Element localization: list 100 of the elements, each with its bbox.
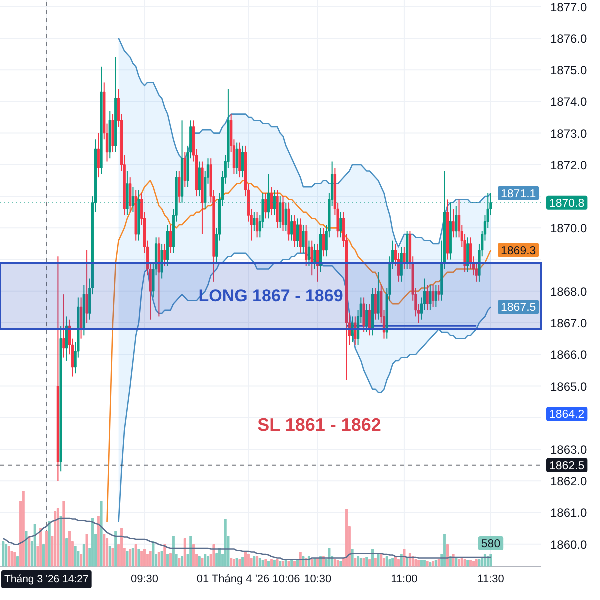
bar [386, 556, 388, 567]
bar [126, 551, 129, 567]
bar [336, 560, 340, 567]
candlestick [198, 161, 201, 198]
annotation: SL 1861 - 1862 [258, 415, 382, 435]
y-tick-label: 1861.0 [550, 506, 588, 520]
bar [340, 561, 342, 567]
bar [294, 561, 296, 567]
bar [74, 546, 77, 567]
candlestick [267, 174, 270, 220]
bar [368, 560, 372, 567]
bar [232, 560, 236, 567]
bar [362, 558, 366, 567]
candlestick [270, 186, 274, 216]
bar [143, 549, 146, 567]
bar [2, 542, 5, 567]
candlestick [132, 186, 135, 213]
bar [166, 554, 170, 567]
candlestick [97, 132, 100, 178]
bar [108, 546, 112, 567]
candlestick [466, 237, 470, 273]
annotation: 580 [481, 538, 501, 550]
line-series [118, 38, 492, 248]
bar [392, 558, 394, 567]
bar [100, 501, 103, 567]
bar [22, 491, 25, 567]
bar [484, 554, 487, 567]
bar [273, 560, 276, 567]
bar [446, 544, 450, 567]
bar [438, 560, 440, 567]
y-tick-label: 1862.0 [550, 474, 588, 489]
candlestick [366, 304, 368, 334]
bar [212, 544, 216, 567]
candlestick [160, 243, 164, 280]
bar [420, 560, 424, 567]
bar [414, 560, 418, 567]
bar [4, 544, 8, 567]
bar [206, 556, 210, 567]
bar [56, 508, 60, 567]
bar [8, 546, 10, 567]
data-label: 1867.5 [501, 302, 536, 314]
candlestick [308, 240, 311, 267]
candlestick [403, 246, 406, 270]
y-tick-label: 1860.0 [550, 538, 588, 552]
x-tick-label: 09:30 [131, 574, 159, 586]
bar [129, 549, 132, 567]
bar [238, 560, 242, 567]
bar [134, 544, 138, 567]
bar [184, 538, 186, 567]
y-tick-label: 1863.0 [550, 443, 588, 458]
candlestick [438, 284, 440, 302]
bar [152, 542, 155, 567]
y-tick-label: 1874.0 [550, 95, 588, 110]
bar [60, 516, 62, 567]
bar [490, 554, 492, 567]
bar [14, 552, 16, 567]
bar [458, 560, 461, 567]
bar [354, 558, 357, 567]
bar [328, 548, 331, 567]
bar [160, 551, 164, 567]
candlestick [290, 215, 294, 242]
bar [192, 544, 196, 567]
x-tick-label: 01 Tháng 4 '26 10:06 [196, 574, 300, 586]
bar [262, 560, 264, 567]
bar [25, 531, 28, 567]
bar [345, 509, 348, 567]
candlestick [279, 196, 282, 229]
bar [478, 560, 481, 567]
candlestick [178, 170, 181, 204]
text: 1864.2 [550, 409, 585, 422]
bar [434, 560, 438, 567]
bar [470, 560, 472, 567]
bar [397, 560, 400, 567]
bar [112, 548, 114, 567]
bar [66, 538, 68, 567]
bar [481, 558, 484, 567]
bar [264, 560, 268, 567]
bar [190, 536, 192, 567]
bar [28, 536, 31, 567]
candlestick [86, 250, 88, 324]
bar [218, 548, 222, 567]
x-tick-label: Tháng 3 '26 14:27 [4, 574, 89, 586]
bar [374, 558, 377, 567]
bar [356, 556, 360, 567]
bar [466, 560, 470, 567]
candlestick [377, 272, 380, 320]
bar [351, 549, 354, 567]
bar [288, 561, 290, 567]
candlestick [314, 243, 316, 270]
bar [198, 556, 201, 567]
bar [158, 552, 160, 567]
bar [34, 524, 36, 567]
candlestick [282, 196, 285, 232]
bar [253, 556, 256, 567]
candlestick [426, 284, 429, 311]
candlestick [80, 297, 83, 340]
bar [204, 554, 207, 567]
bar [256, 556, 259, 567]
bar [268, 561, 270, 567]
candlestick [310, 240, 314, 276]
